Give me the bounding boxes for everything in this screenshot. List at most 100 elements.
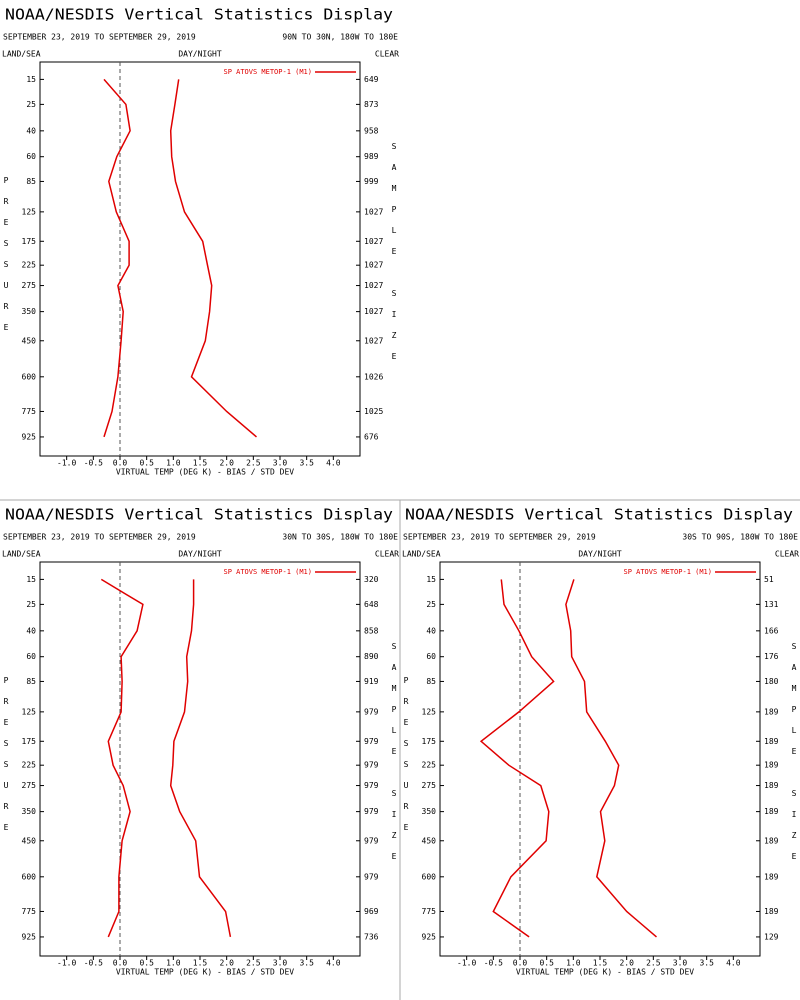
x-tick-label: -1.0: [57, 959, 76, 968]
x-tick-label: 4.0: [726, 959, 741, 968]
date-range: SEPTEMBER 23, 2019 TO SEPTEMBER 29, 2019: [3, 533, 196, 542]
x-axis-label: VIRTUAL TEMP (DEG K) - BIAS / STD DEV: [116, 968, 294, 977]
y-tick-label: 175: [22, 737, 37, 746]
sample-size-label: 1027: [364, 281, 383, 290]
date-range: SEPTEMBER 23, 2019 TO SEPTEMBER 29, 2019: [3, 33, 196, 42]
y-tick-label: 600: [22, 372, 37, 381]
x-tick-label: 1.5: [593, 959, 608, 968]
sample-size-label: 189: [764, 761, 779, 770]
panel: NOAA/NESDIS Vertical Statistics Display S…: [2, 506, 400, 977]
y-tick-label: 925: [22, 932, 37, 941]
y-tick-label: 450: [22, 336, 37, 345]
std-dev-line: [169, 579, 232, 938]
x-axis-label: VIRTUAL TEMP (DEG K) - BIAS / STD DEV: [516, 968, 694, 977]
y-tick-label: 350: [422, 807, 437, 816]
y-tick-label: 25: [426, 600, 436, 609]
y-tick-label: 350: [22, 807, 37, 816]
std-dev-line: [169, 79, 257, 438]
x-tick-label: 2.0: [219, 459, 234, 468]
y-axis-label: PRESSURE: [2, 176, 11, 344]
x-tick-label: -0.5: [484, 959, 503, 968]
sample-size-label: 858: [364, 626, 379, 635]
bias-line: [100, 578, 144, 938]
sample-size-label: 129: [764, 932, 779, 941]
x-tick-label: 2.5: [646, 959, 661, 968]
x-tick-label: 3.5: [299, 459, 314, 468]
y-tick-label: 15: [26, 75, 36, 84]
center-label: DAY/NIGHT: [178, 550, 222, 559]
x-tick-label: 2.0: [619, 959, 634, 968]
right-label: CLEAR: [775, 550, 799, 559]
x-tick-label: 4.0: [326, 459, 341, 468]
sample-size-label: 979: [364, 836, 379, 845]
y-tick-label: 40: [26, 126, 36, 135]
chart-title: NOAA/NESDIS Vertical Statistics Display: [5, 6, 393, 24]
region: 30N TO 30S, 180W TO 180E: [282, 533, 398, 542]
x-tick-label: 0.0: [113, 959, 128, 968]
x-tick-label: 4.0: [326, 959, 341, 968]
region: 90N TO 30N, 180W TO 180E: [282, 33, 398, 42]
x-tick-label: 3.5: [299, 959, 314, 968]
sample-size-label: 736: [364, 932, 379, 941]
sample-size-label: 131: [764, 600, 779, 609]
left-label: LAND/SEA: [402, 550, 441, 559]
y-tick-label: 40: [426, 626, 436, 635]
y-tick-label: 85: [26, 177, 36, 186]
y-tick-label: 275: [22, 781, 37, 790]
y-tick-label: 60: [26, 152, 36, 161]
legend-label: SP ATOVS METOP-1 (M1): [223, 568, 312, 576]
sample-size-label: 1027: [364, 207, 383, 216]
legend-label: SP ATOVS METOP-1 (M1): [623, 568, 712, 576]
y-tick-label: 125: [22, 707, 37, 716]
sample-size-label: 189: [764, 807, 779, 816]
x-axis-label: VIRTUAL TEMP (DEG K) - BIAS / STD DEV: [116, 468, 294, 477]
y-axis-label: PRESSURE: [402, 676, 411, 844]
x-tick-label: 0.0: [113, 459, 128, 468]
legend-label: SP ATOVS METOP-1 (M1): [223, 68, 312, 76]
left-label: LAND/SEA: [2, 50, 41, 59]
sample-size-label: 51: [764, 575, 774, 584]
y2-axis-label: SAMPLE SIZE: [390, 142, 399, 373]
sample-size-label: 189: [764, 872, 779, 881]
y-tick-label: 15: [26, 575, 36, 584]
x-tick-label: -0.5: [84, 959, 103, 968]
x-tick-label: 1.5: [193, 959, 208, 968]
sample-size-label: 320: [364, 575, 379, 584]
sample-size-label: 189: [764, 737, 779, 746]
x-tick-label: 2.5: [246, 459, 261, 468]
panel: NOAA/NESDIS Vertical Statistics Display S…: [2, 6, 400, 477]
y-tick-label: 600: [422, 872, 437, 881]
x-tick-label: 1.0: [566, 959, 581, 968]
sample-size-label: 999: [364, 177, 379, 186]
sample-size-label: 1026: [364, 372, 383, 381]
sample-size-label: 979: [364, 761, 379, 770]
sample-size-label: 1027: [364, 237, 383, 246]
date-range: SEPTEMBER 23, 2019 TO SEPTEMBER 29, 2019: [403, 533, 596, 542]
y-tick-label: 350: [22, 307, 37, 316]
y-tick-label: 775: [22, 407, 37, 416]
y-tick-label: 60: [26, 652, 36, 661]
sample-size-label: 180: [764, 677, 779, 686]
x-tick-label: 2.0: [219, 959, 234, 968]
y-axis-label: PRESSURE: [2, 676, 11, 844]
sample-size-label: 1027: [364, 261, 383, 270]
y-tick-label: 175: [22, 237, 37, 246]
y-tick-label: 225: [422, 761, 437, 770]
x-tick-label: 1.0: [166, 459, 181, 468]
y-tick-label: 175: [422, 737, 437, 746]
y-tick-label: 225: [22, 261, 37, 270]
x-tick-label: 3.0: [273, 959, 288, 968]
x-tick-label: 2.5: [246, 959, 261, 968]
bias-line: [103, 78, 131, 438]
x-tick-label: 0.5: [139, 459, 154, 468]
sample-size-label: 649: [364, 75, 379, 84]
bias-line: [479, 579, 555, 938]
panel: NOAA/NESDIS Vertical Statistics Display S…: [402, 506, 800, 977]
chart-title: NOAA/NESDIS Vertical Statistics Display: [5, 506, 393, 524]
y-tick-label: 125: [22, 207, 37, 216]
sample-size-label: 979: [364, 807, 379, 816]
y-tick-label: 450: [22, 836, 37, 845]
x-tick-label: 0.5: [539, 959, 554, 968]
sample-size-label: 189: [764, 907, 779, 916]
